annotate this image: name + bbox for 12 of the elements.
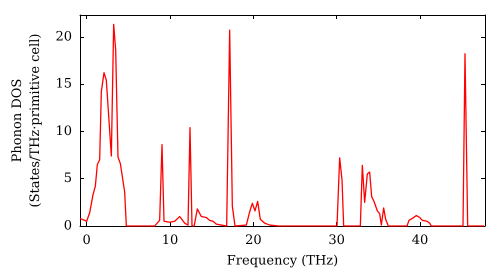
y-tick-label: 15 bbox=[55, 76, 72, 92]
x-tick-label: 30 bbox=[328, 233, 345, 248]
x-axis-title: Frequency (THz) bbox=[226, 253, 338, 268]
x-tick-label: 0 bbox=[82, 233, 91, 248]
x-tick-label: 20 bbox=[245, 233, 262, 248]
x-tick-label: 10 bbox=[162, 233, 178, 248]
x-tick-label: 40 bbox=[412, 233, 428, 248]
y-axis-title: Phonon DOS (States/THz·primitive cell) bbox=[10, 33, 44, 208]
y-tick-label: 20 bbox=[55, 29, 72, 44]
y-tick-label: 0 bbox=[64, 218, 72, 234]
y-tick-label: 5 bbox=[64, 171, 72, 186]
y-tick-label: 10 bbox=[55, 124, 72, 139]
